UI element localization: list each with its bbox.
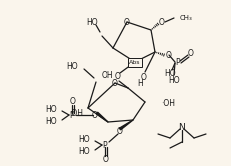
Text: O: O (187, 48, 193, 57)
Text: O: O (92, 111, 97, 120)
Text: HO: HO (78, 147, 90, 156)
Text: P: P (175, 57, 179, 67)
Text: O: O (103, 156, 109, 165)
Text: HO: HO (167, 76, 179, 84)
Text: ·OH: ·OH (160, 99, 174, 109)
Text: Abs: Abs (129, 59, 140, 65)
Text: ·OH: ·OH (69, 109, 83, 118)
Polygon shape (119, 120, 132, 130)
Text: OH: OH (102, 71, 113, 80)
Text: O: O (140, 73, 146, 82)
Text: HO: HO (164, 69, 175, 78)
Text: HO: HO (66, 61, 78, 71)
Text: N: N (178, 124, 185, 132)
Text: HO: HO (78, 135, 90, 144)
Text: P: P (102, 140, 107, 150)
Text: O: O (70, 96, 76, 106)
FancyBboxPatch shape (128, 57, 141, 67)
Text: O: O (115, 72, 120, 81)
Text: O: O (124, 17, 129, 27)
Text: HO: HO (45, 117, 57, 125)
Text: H: H (137, 79, 142, 87)
Text: HO: HO (86, 17, 97, 27)
Text: P: P (69, 111, 74, 120)
Text: O: O (112, 79, 117, 87)
Text: HO: HO (45, 106, 57, 115)
Text: CH₃: CH₃ (179, 15, 192, 21)
Text: O: O (158, 17, 164, 27)
Text: O: O (117, 127, 122, 136)
Text: O: O (165, 50, 171, 59)
Polygon shape (96, 112, 108, 122)
